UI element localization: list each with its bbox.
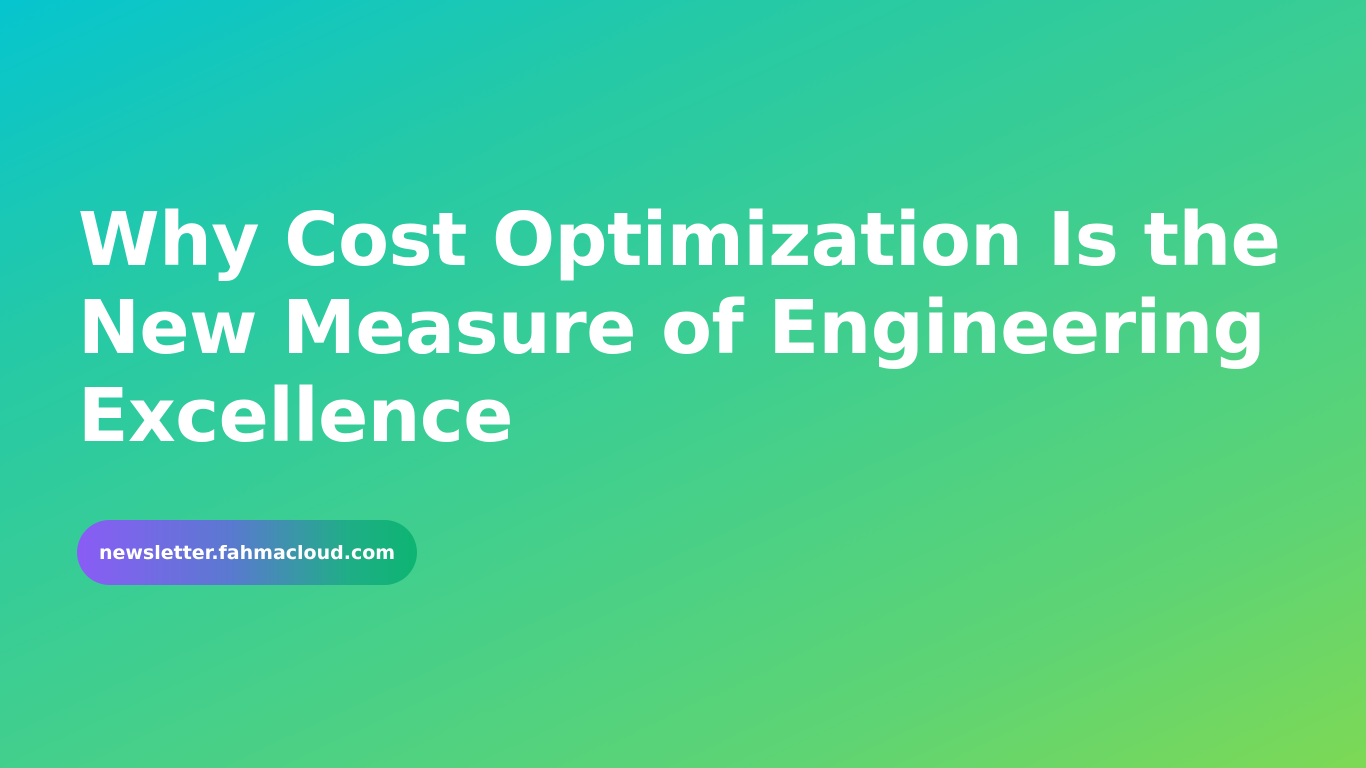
newsletter-link[interactable]: newsletter.fahmacloud.com (77, 520, 417, 585)
title-line-3: Excellence (78, 373, 514, 459)
page-title: Why Cost Optimization Is the New Measure… (78, 196, 1298, 460)
title-line-1: Why Cost Optimization Is the (78, 197, 1281, 283)
title-line-2: New Measure of Engineering (78, 285, 1266, 371)
